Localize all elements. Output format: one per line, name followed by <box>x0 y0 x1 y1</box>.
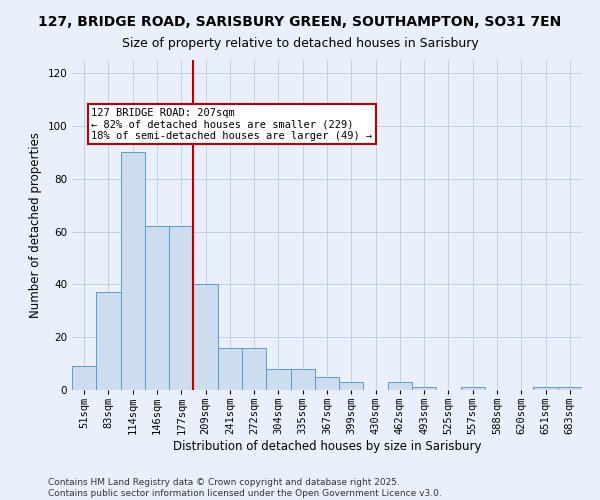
Text: 127 BRIDGE ROAD: 207sqm
← 82% of detached houses are smaller (229)
18% of semi-d: 127 BRIDGE ROAD: 207sqm ← 82% of detache… <box>91 108 373 140</box>
Bar <box>339 382 364 390</box>
Bar <box>242 348 266 390</box>
Y-axis label: Number of detached properties: Number of detached properties <box>29 132 42 318</box>
Bar <box>72 366 96 390</box>
Bar <box>266 369 290 390</box>
Bar <box>388 382 412 390</box>
Text: Size of property relative to detached houses in Sarisbury: Size of property relative to detached ho… <box>122 38 478 51</box>
Bar <box>315 377 339 390</box>
Text: 127, BRIDGE ROAD, SARISBURY GREEN, SOUTHAMPTON, SO31 7EN: 127, BRIDGE ROAD, SARISBURY GREEN, SOUTH… <box>38 15 562 29</box>
Bar <box>533 388 558 390</box>
Bar <box>461 388 485 390</box>
Bar <box>169 226 193 390</box>
Bar <box>145 226 169 390</box>
Bar <box>290 369 315 390</box>
X-axis label: Distribution of detached houses by size in Sarisbury: Distribution of detached houses by size … <box>173 440 481 453</box>
Bar <box>412 388 436 390</box>
Bar <box>121 152 145 390</box>
Text: Contains HM Land Registry data © Crown copyright and database right 2025.
Contai: Contains HM Land Registry data © Crown c… <box>48 478 442 498</box>
Bar <box>218 348 242 390</box>
Bar <box>558 388 582 390</box>
Bar <box>96 292 121 390</box>
Bar <box>193 284 218 390</box>
